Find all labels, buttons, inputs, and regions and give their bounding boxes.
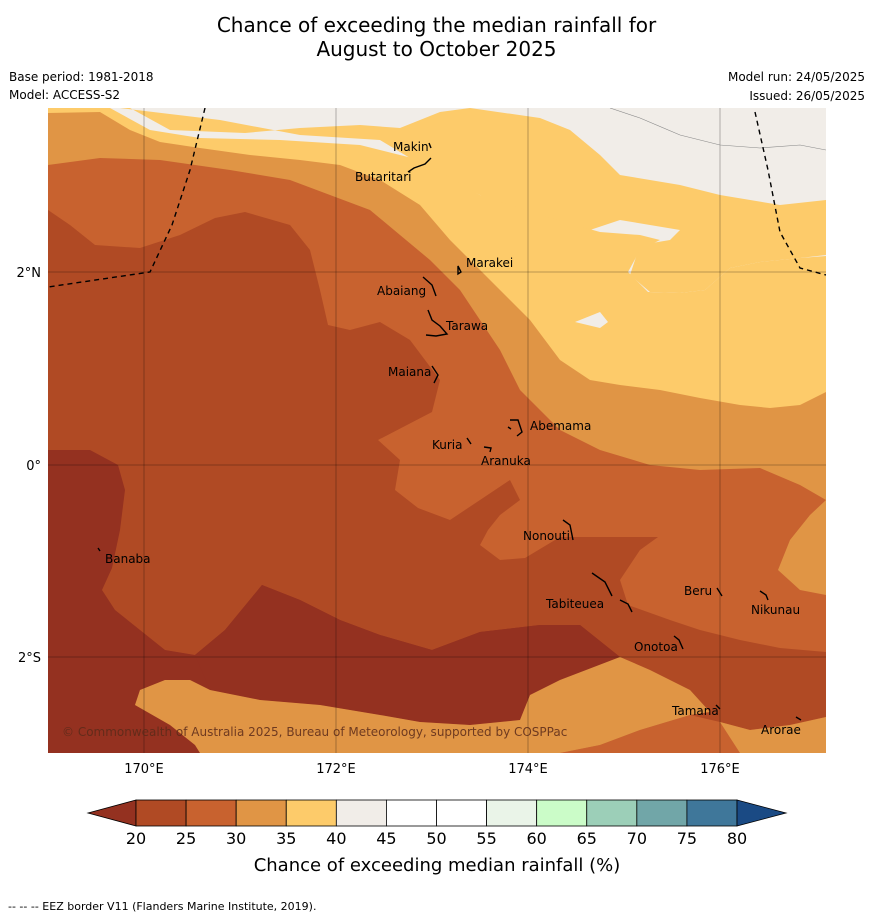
label-arorae: Arorae — [761, 723, 801, 737]
model-text: Model: ACCESS-S2 — [9, 88, 121, 102]
colorbar-tick-50: 50 — [426, 829, 446, 848]
colorbar-tick-70: 70 — [627, 829, 647, 848]
label-nonouti: Nonouti — [523, 529, 570, 543]
zone-40-45-patch — [575, 312, 608, 328]
colorbar-title: Chance of exceeding median rainfall (%) — [254, 855, 621, 876]
colorbar-box-35-40 — [285, 799, 337, 827]
island-abaiang — [422, 276, 437, 297]
lat-axis-labels: 2°N 0° 2°S — [17, 266, 42, 666]
model-run-text: Model run: 24/05/2025 — [727, 70, 865, 84]
zone-below-20-south — [195, 585, 620, 725]
colorbar-tick-labels: 20 25 30 35 40 45 50 55 60 65 70 75 80 — [126, 829, 747, 848]
colorbar-box-65-70 — [586, 799, 638, 827]
lat-label-0: 0° — [26, 459, 41, 474]
island-nikunau — [759, 590, 769, 601]
colorbar-box-45-50 — [386, 799, 437, 827]
colorbar-over-triangle — [736, 799, 788, 827]
island-makin — [428, 142, 432, 149]
label-beru: Beru — [684, 584, 712, 598]
label-onotoa: Onotoa — [634, 640, 678, 654]
colorbar-box-30-35 — [235, 799, 287, 827]
label-makin: Makin — [393, 140, 429, 154]
lon-axis-labels: 170°E 172°E 174°E 176°E — [124, 762, 740, 777]
island-nonouti — [562, 519, 574, 541]
eez-border-west — [48, 108, 206, 288]
island-onotoa — [673, 635, 684, 650]
zone-30-35-east — [778, 500, 826, 595]
island-tarawa — [425, 309, 449, 337]
island-arorae — [795, 716, 802, 721]
colorbar-tick-45: 45 — [376, 829, 396, 848]
island-tamana — [715, 704, 721, 710]
colorbar-tick-55: 55 — [476, 829, 496, 848]
colorbar-under-triangle — [86, 799, 137, 827]
colorbar-tick-35: 35 — [276, 829, 296, 848]
label-marakei: Marakei — [466, 256, 513, 270]
copyright-text: © Commonwealth of Australia 2025, Bureau… — [62, 725, 567, 739]
colorbar-tick-60: 60 — [526, 829, 546, 848]
zone-30-35-southeast — [720, 717, 826, 753]
map-area: Makin Butaritari Marakei Abaiang Tarawa … — [48, 108, 826, 753]
label-abemama: Abemama — [530, 419, 591, 433]
island-beru — [716, 587, 723, 597]
colorbar-box-20-25 — [135, 799, 187, 827]
zone-faint-contour — [609, 108, 826, 151]
colorbar-tick-40: 40 — [326, 829, 346, 848]
island-aranuka — [483, 446, 492, 453]
colorbar-tick-30: 30 — [226, 829, 246, 848]
colorbar-tick-75: 75 — [677, 829, 697, 848]
island-kuria — [466, 437, 472, 445]
colorbar-box-25-30 — [185, 799, 237, 827]
colorbar-tick-25: 25 — [176, 829, 196, 848]
label-maiana: Maiana — [388, 365, 431, 379]
label-tamana: Tamana — [671, 704, 719, 718]
zone-30-35-southwest — [135, 657, 710, 753]
base-period-text: Base period: 1981-2018 — [9, 70, 154, 84]
island-tabiteuea — [591, 572, 633, 613]
island-abemama — [507, 419, 523, 437]
colorbar-tick-20: 20 — [126, 829, 146, 848]
island-maiana — [431, 365, 439, 384]
lat-label-2n: 2°N — [17, 266, 42, 281]
label-banaba: Banaba — [105, 552, 151, 566]
lon-label-174e: 174°E — [508, 762, 548, 777]
label-kuria: Kuria — [432, 438, 463, 452]
map-title-line-2: August to October 2025 — [316, 37, 557, 61]
colorbar-box-50-55 — [436, 799, 487, 827]
map-title-line-1: Chance of exceeding the median rainfall … — [216, 13, 657, 37]
label-tarawa: Tarawa — [445, 319, 488, 333]
colorbar-box-40-45 — [335, 799, 387, 827]
island-marakei — [457, 265, 462, 276]
colorbar-box-60-65 — [536, 799, 588, 827]
colorbar-box-70-75 — [636, 799, 688, 827]
colorbar-tick-80: 80 — [727, 829, 747, 848]
island-outlines — [97, 142, 802, 721]
eez-footnote: -- -- -- EEZ border V11 (Flanders Marine… — [8, 900, 317, 913]
colorbar-box-75-80 — [686, 799, 738, 827]
lon-label-170e: 170°E — [124, 762, 164, 777]
colorbar-box-55-60 — [486, 799, 538, 827]
lon-label-176e: 176°E — [700, 762, 740, 777]
label-nikunau: Nikunau — [751, 603, 800, 617]
label-aranuka: Aranuka — [481, 454, 531, 468]
colorbar-boxes — [135, 799, 738, 827]
issued-text: Issued: 26/05/2025 — [749, 89, 865, 103]
island-butaritari — [407, 157, 432, 173]
label-abaiang: Abaiang — [377, 284, 426, 298]
lat-label-2s: 2°S — [18, 651, 41, 666]
colorbar: 20 25 30 35 40 45 50 55 60 65 70 75 80 Chance of exc… — [86, 799, 788, 876]
colorbar-tick-65: 65 — [577, 829, 597, 848]
eez-border-east — [754, 111, 826, 276]
label-butaritari: Butaritari — [355, 170, 412, 184]
island-labels: Makin Butaritari Marakei Abaiang Tarawa … — [105, 140, 801, 737]
lon-label-172e: 172°E — [316, 762, 356, 777]
island-banaba — [97, 547, 101, 552]
label-tabiteuea: Tabiteuea — [545, 597, 604, 611]
